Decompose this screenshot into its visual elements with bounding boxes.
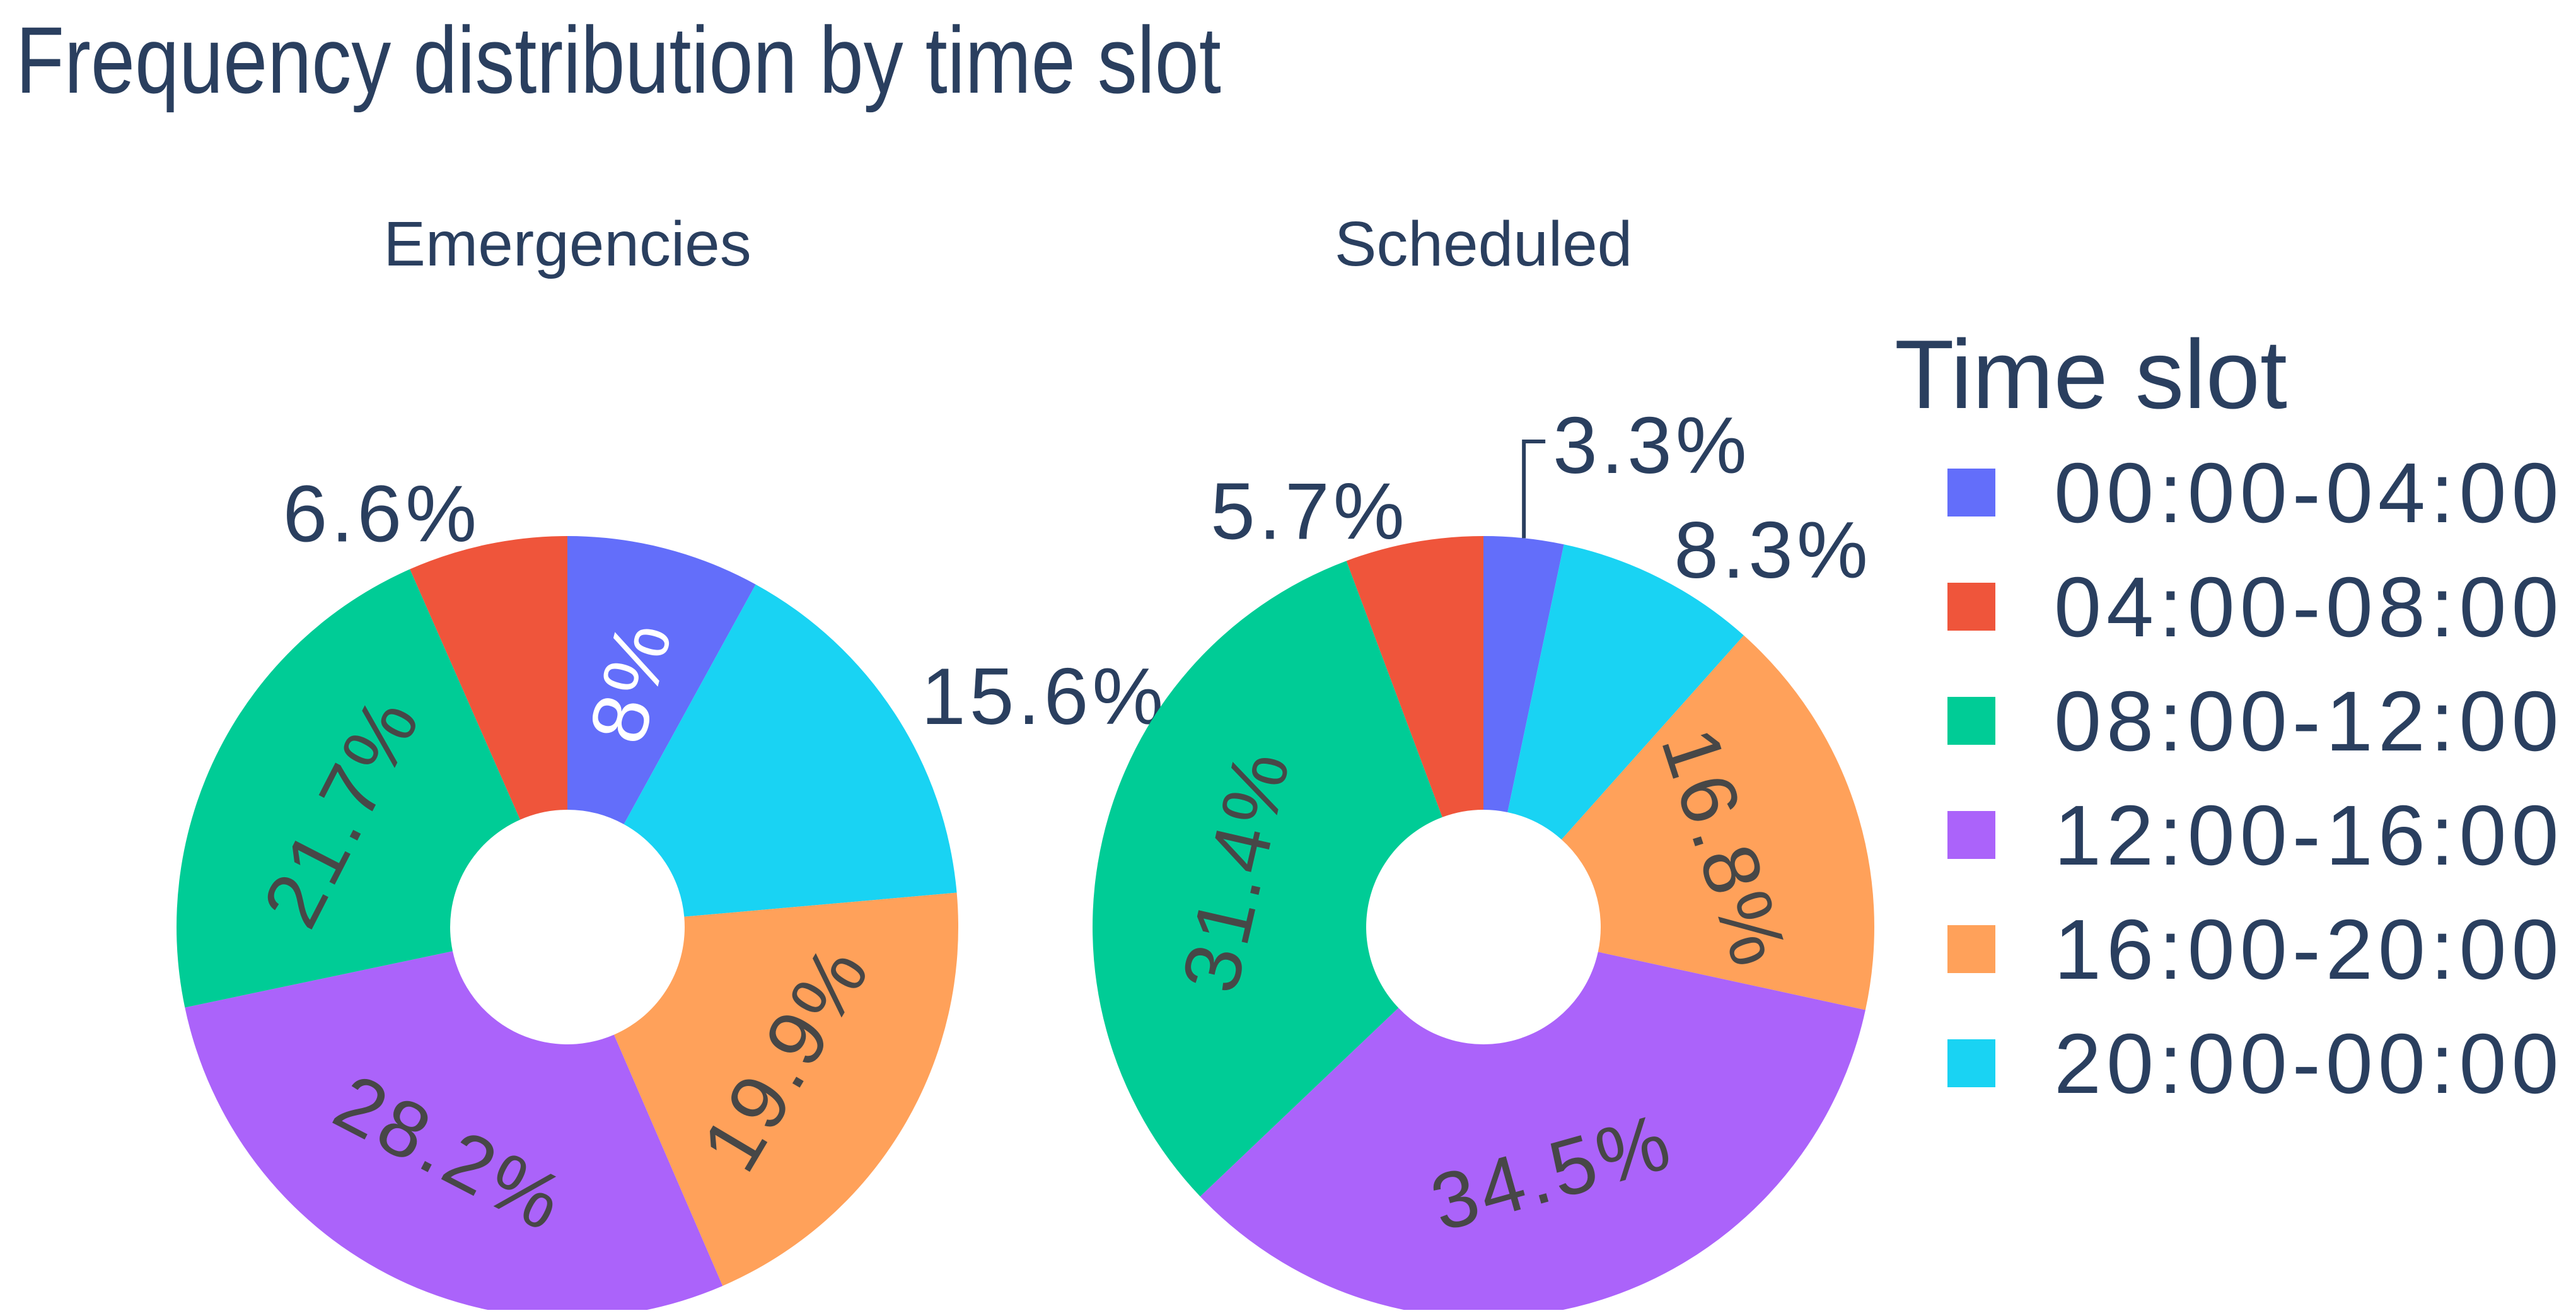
pie-slice-scheduled-08:00-12:00[interactable]: [1092, 561, 1442, 1197]
pie-slice-emergencies-12:00-16:00[interactable]: [185, 951, 723, 1313]
pie-slice-emergencies-16:00-20:00[interactable]: [613, 892, 958, 1287]
legend-item-label: 20:00-00:00: [2054, 1015, 2564, 1111]
legend-item-00-00-04-00[interactable]: 00:00-04:00: [1947, 448, 2564, 537]
legend-swatch-icon: [1947, 925, 1995, 973]
pie-slice-emergencies-20:00-00:00[interactable]: [624, 584, 957, 917]
pie-slice-scheduled-04:00-08:00[interactable]: [1346, 536, 1483, 817]
legend-swatch-icon: [1947, 811, 1995, 859]
legend-item-12-00-16-00[interactable]: 12:00-16:00: [1947, 791, 2564, 879]
legend-item-04-00-08-00[interactable]: 04:00-08:00: [1947, 563, 2564, 651]
donut-emergencies: [177, 536, 958, 1313]
pie-slice-scheduled-00:00-04:00[interactable]: [1483, 536, 1564, 812]
pie-slice-emergencies-00:00-04:00[interactable]: [567, 536, 756, 825]
pie-slice-scheduled-20:00-00:00[interactable]: [1507, 544, 1744, 840]
legend-item-08-00-12-00[interactable]: 08:00-12:00: [1947, 677, 2564, 765]
legend-swatch-icon: [1947, 583, 1995, 631]
legend: 00:00-04:00 04:00-08:00 08:00-12:00 12:0…: [1947, 448, 2576, 1205]
slice-label-emergencies-20:00-00:00: 15.6%: [921, 651, 1167, 741]
legend-item-20-00-00-00[interactable]: 20:00-00:00: [1947, 1019, 2564, 1107]
pie-slice-scheduled-12:00-16:00[interactable]: [1200, 952, 1865, 1313]
legend-item-label: 04:00-08:00: [2054, 559, 2564, 655]
legend-item-label: 16:00-20:00: [2054, 901, 2564, 997]
legend-title: Time slot: [1894, 320, 2287, 429]
slice-label-emergencies-04:00-08:00: 6.6%: [283, 469, 480, 558]
legend-swatch-icon: [1947, 1039, 1995, 1087]
legend-item-label: 12:00-16:00: [2054, 787, 2564, 883]
pie-slice-emergencies-04:00-08:00[interactable]: [410, 536, 567, 820]
slice-label-scheduled-20:00-00:00: 8.3%: [1674, 505, 1871, 595]
pie-slice-emergencies-08:00-12:00[interactable]: [177, 569, 521, 1008]
slice-label-scheduled-04:00-08:00: 5.7%: [1210, 467, 1408, 556]
pie-title-scheduled: Scheduled: [1334, 209, 1633, 279]
label-leader-line: [1522, 440, 1546, 539]
pie-title-emergencies: Emergencies: [383, 209, 751, 279]
pie-slice-scheduled-16:00-20:00[interactable]: [1561, 635, 1874, 1010]
donut-scheduled: [1092, 536, 1874, 1313]
legend-swatch-icon: [1947, 697, 1995, 745]
legend-item-16-00-20-00[interactable]: 16:00-20:00: [1947, 905, 2564, 993]
figure-title: Frequency distribution by time slot: [16, 7, 1221, 113]
legend-item-label: 08:00-12:00: [2054, 673, 2564, 769]
legend-item-label: 00:00-04:00: [2054, 445, 2564, 540]
slice-label-scheduled-00:00-04:00: 3.3%: [1553, 400, 1750, 490]
legend-swatch-icon: [1947, 469, 1995, 516]
